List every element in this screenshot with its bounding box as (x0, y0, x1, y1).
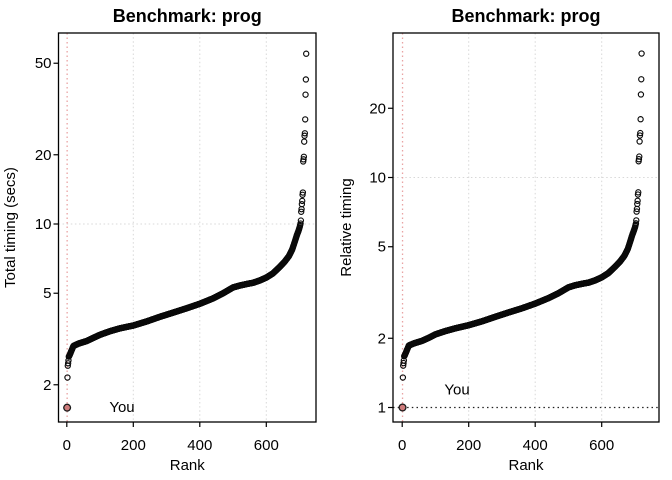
axes: 0 200 400 600 2 5 10 20 50 (35, 55, 279, 454)
data-point (299, 197, 306, 205)
x-tick-label: 200 (121, 437, 146, 454)
y-tick-label: 5 (43, 285, 51, 302)
data-point (302, 76, 310, 83)
data-point (634, 197, 641, 204)
data-points-group (64, 50, 310, 381)
data-point (636, 132, 644, 139)
data-point (301, 138, 308, 145)
panel-border (57, 32, 317, 423)
data-point (64, 360, 72, 367)
data-point (637, 116, 644, 123)
x-tick-label: 600 (589, 437, 614, 454)
data-points-group (399, 50, 645, 381)
left-chart: 0 200 400 600 2 5 10 20 50 Benchmark: prog Rank Tot… (2, 6, 317, 474)
you-point (398, 403, 407, 412)
right-chart: 0 200 400 600 1 2 5 10 20 Benchmark: prog Rank Rela… (338, 6, 660, 474)
data-point (299, 189, 307, 196)
data-point (636, 138, 643, 145)
data-point (298, 200, 306, 208)
y-tick-label: 10 (35, 216, 52, 233)
x-tick-label: 0 (398, 437, 406, 454)
data-point (302, 91, 309, 98)
you-annotation: You (444, 381, 469, 398)
x-axis-label: Rank (170, 457, 206, 474)
data-point (635, 156, 643, 163)
data-point (637, 129, 644, 137)
data-point (638, 76, 645, 83)
y-tick-label: 5 (378, 239, 386, 256)
data-point (632, 220, 640, 227)
x-tick-label: 400 (187, 437, 212, 454)
data-point (634, 191, 642, 198)
data-point (301, 130, 309, 137)
data-point (303, 50, 310, 57)
x-tick-label: 200 (456, 437, 481, 454)
y-tick-label: 2 (43, 377, 51, 394)
y-tick-label: 50 (35, 55, 52, 72)
chart-title: Benchmark: prog (451, 6, 600, 26)
data-point (300, 156, 307, 163)
data-point (400, 359, 407, 367)
y-tick-label: 20 (369, 100, 386, 117)
panel-border (392, 32, 660, 423)
you-point (63, 403, 72, 412)
chart-title: Benchmark: prog (113, 6, 262, 26)
axes: 0 200 400 600 1 2 5 10 20 (369, 100, 614, 454)
y-axis-label: Relative timing (338, 178, 355, 276)
data-point (637, 91, 645, 98)
y-tick-label: 10 (369, 170, 386, 187)
x-tick-label: 400 (523, 437, 548, 454)
data-point (635, 189, 642, 196)
data-point (297, 217, 305, 224)
data-point (638, 50, 645, 57)
data-point (634, 200, 641, 208)
data-point (399, 374, 407, 381)
data-point (301, 132, 308, 139)
gridlines (393, 33, 659, 422)
y-axis-label: Total timing (secs) (2, 167, 19, 288)
y-tick-label: 20 (35, 147, 52, 164)
data-point (298, 208, 305, 215)
data-point (636, 153, 643, 160)
data-point (300, 153, 308, 160)
data-point (302, 116, 309, 123)
data-point (297, 220, 304, 227)
data-point (64, 374, 71, 381)
y-tick-label: 2 (378, 330, 386, 347)
data-point (633, 217, 640, 224)
you-annotation: You (109, 399, 134, 416)
x-axis-label: Rank (508, 457, 544, 474)
x-tick-label: 0 (63, 437, 71, 454)
y-tick-label: 1 (378, 400, 386, 417)
data-point (633, 208, 640, 215)
gridlines (58, 33, 316, 422)
x-tick-label: 600 (254, 437, 279, 454)
